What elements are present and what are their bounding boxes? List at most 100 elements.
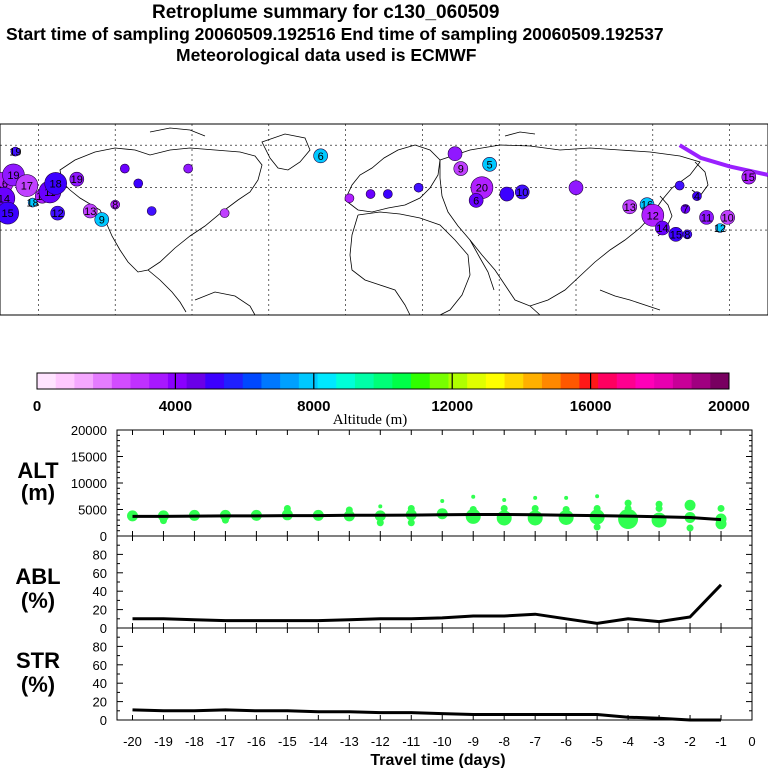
plume-marker-label: 15 — [2, 208, 14, 220]
plume-marker-label: 12 — [51, 208, 63, 220]
altitude-point — [715, 518, 727, 530]
series-line-abl — [132, 583, 723, 625]
panel-label: ALT — [17, 458, 59, 483]
colorbar-tick-label: 20000 — [708, 398, 750, 415]
colorbar-cell — [485, 373, 506, 389]
plume-marker — [482, 157, 497, 172]
colorbar-tick-label: 8000 — [297, 398, 330, 415]
panel-frame — [116, 627, 753, 721]
colorbar-cell — [411, 373, 431, 389]
plume-marker — [699, 210, 714, 225]
plume-marker — [313, 148, 328, 164]
colorbar-cell — [130, 373, 150, 389]
colorbar-cell — [654, 373, 674, 389]
colorbar-cell — [111, 373, 132, 389]
plume-marker — [15, 174, 39, 197]
plume-marker — [383, 189, 393, 199]
x-tick-label: -8 — [498, 734, 510, 749]
colorbar-tick-labels: 0 4000 8000 12000 16000 20000 — [33, 398, 750, 415]
altitude-point — [496, 510, 512, 526]
plume-marker — [680, 204, 691, 214]
colorbar-cell — [541, 373, 562, 389]
altitude-point — [564, 495, 569, 500]
plume-marker — [0, 201, 19, 225]
panel-y-tick-label: 40 — [93, 676, 107, 691]
title-block: Retroplume summary for c130_060509 Start… — [0, 0, 768, 70]
coast-arctic-islands — [149, 127, 206, 137]
x-tick-label: -7 — [529, 734, 541, 749]
plume-marker-label: 5 — [487, 159, 493, 171]
colorbar-cell — [55, 373, 75, 389]
plume-marker — [641, 203, 665, 227]
plume-marker-label: 6 — [318, 151, 324, 163]
x-tick-label: -17 — [216, 734, 235, 749]
panel-y-tick-label: 80 — [93, 639, 107, 654]
colorbar-tick-label: 0 — [33, 398, 41, 415]
colorbar-cell — [448, 373, 468, 389]
coast-central-america — [147, 269, 187, 313]
plume-marker — [27, 197, 38, 208]
panel-y-tick-label: 10000 — [71, 476, 107, 491]
colorbar-cell — [354, 373, 375, 389]
colorbar-cell — [598, 373, 618, 389]
plume-marker-label: 9 — [458, 164, 464, 176]
plume-marker — [10, 146, 21, 157]
colorbar-cell — [504, 373, 524, 389]
altitude-point — [469, 506, 477, 513]
plume-marker — [447, 146, 463, 162]
colorbar-ticks — [174, 373, 592, 389]
plume-markers: 1614151919171810111812191398695206101316… — [0, 146, 757, 242]
plume-marker — [413, 182, 424, 193]
colorbar-cell — [280, 373, 300, 389]
plume-marker-label: 16 — [0, 178, 8, 190]
plume-marker — [94, 212, 110, 227]
x-tick-label: -1 — [715, 734, 727, 749]
panel-y-tick-label: 0 — [100, 529, 107, 544]
plume-marker — [82, 203, 98, 219]
plume-marker-label: 4 — [694, 191, 700, 203]
plume-marker-label: 18 — [50, 178, 62, 190]
coast-asia — [439, 144, 701, 307]
colorbar-cell — [298, 373, 319, 389]
panel-y-tick-label: 5000 — [78, 503, 107, 518]
panel-label: ABL — [15, 564, 60, 589]
plume-marker — [365, 189, 376, 199]
colorbar-cell — [205, 373, 225, 389]
panel-y-tick-label: 0 — [100, 621, 107, 636]
plume-marker — [219, 208, 230, 218]
altitude-point — [686, 524, 694, 532]
altitude-point — [527, 510, 543, 526]
panel-y-tick-label: 15000 — [71, 450, 107, 465]
panel-y-tick-label: 20 — [93, 695, 107, 710]
x-tick-label: -19 — [154, 734, 173, 749]
plume-marker-label: 12 — [714, 223, 726, 235]
altitude-point — [440, 499, 445, 504]
colorbar-cell — [317, 373, 337, 389]
coast-se-asia — [599, 289, 661, 311]
plume-marker-label: 15 — [670, 229, 682, 241]
colorbar-cell — [149, 373, 169, 389]
altitude-point — [684, 499, 696, 511]
colorbar-cell — [93, 373, 113, 389]
colorbar-cell — [467, 373, 487, 389]
plume-marker — [514, 184, 530, 200]
altitude-point — [624, 499, 632, 507]
colorbar-tick-label: 12000 — [431, 398, 473, 415]
altitude-point — [651, 512, 667, 528]
plume-marker-label: 15 — [743, 172, 755, 184]
panel-alt: 0 5000 10000 15000 20000 ALT(m) — [17, 423, 753, 544]
coast-africa — [357, 211, 471, 316]
plume-marker — [692, 191, 702, 201]
plume-marker-label: 13 — [624, 202, 636, 214]
plume-marker — [622, 199, 638, 215]
coast-south-america — [194, 291, 256, 316]
plume-marker — [110, 199, 120, 210]
altitude-point — [502, 497, 507, 502]
plume-marker-label: 14 — [656, 223, 668, 235]
colorbar-cell — [672, 373, 693, 389]
x-tick-label: 0 — [748, 734, 755, 749]
plume-marker-label: 18 — [27, 198, 39, 210]
plume-marker-label: 14 — [0, 193, 10, 205]
plume-marker — [715, 223, 725, 233]
colorbar-cell — [635, 373, 655, 389]
